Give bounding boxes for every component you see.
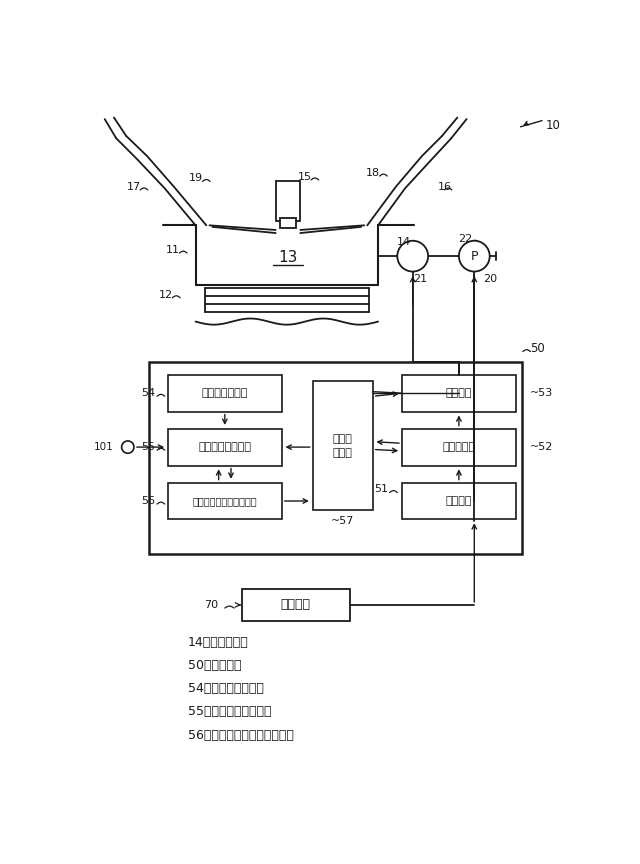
Text: 電源切替部: 電源切替部 (442, 442, 476, 452)
Text: 13: 13 (278, 251, 298, 265)
Text: 駆動回路: 駆動回路 (445, 388, 472, 398)
Text: 22: 22 (458, 234, 472, 245)
Bar (242, 588, 349, 621)
Text: 19: 19 (189, 174, 203, 183)
Text: ~53: ~53 (530, 388, 553, 398)
Text: 56: 56 (141, 496, 156, 506)
Text: ~57: ~57 (331, 516, 355, 526)
Text: 17: 17 (127, 181, 141, 192)
Text: 18: 18 (365, 168, 380, 178)
Text: 70: 70 (205, 600, 219, 610)
Circle shape (459, 241, 490, 271)
Text: 到達時間取得部: 到達時間取得部 (202, 388, 248, 398)
Circle shape (397, 241, 428, 271)
Text: 101: 101 (94, 442, 114, 452)
Text: 昇圧回路: 昇圧回路 (445, 496, 472, 506)
Text: ピーク電流指示値算出部: ピーク電流指示値算出部 (193, 496, 257, 506)
Text: 21: 21 (413, 274, 428, 284)
Bar (168, 482, 282, 519)
Text: 12: 12 (159, 289, 173, 300)
Text: ~52: ~52 (530, 442, 553, 452)
Text: 20: 20 (483, 274, 497, 284)
Text: 10: 10 (546, 118, 561, 131)
Text: 16: 16 (437, 181, 451, 192)
Text: 50: 50 (531, 342, 545, 355)
Text: 噴射弁
制御部: 噴射弁 制御部 (333, 434, 353, 458)
Text: 電流補正値算出部: 電流補正値算出部 (198, 442, 252, 452)
Text: 54: 54 (141, 388, 156, 398)
Text: 14：筒内噴射弁: 14：筒内噴射弁 (188, 636, 248, 649)
Text: P: P (470, 250, 478, 263)
Text: 14: 14 (396, 238, 410, 247)
Text: 11: 11 (166, 245, 179, 255)
Text: 55: 55 (141, 442, 156, 452)
Bar (168, 429, 282, 466)
Text: 55：電流補正値算出部: 55：電流補正値算出部 (188, 706, 271, 719)
Bar (402, 482, 516, 519)
Text: バッテリ: バッテリ (281, 599, 310, 612)
Bar (280, 218, 296, 228)
Text: 54：到達時間取得部: 54：到達時間取得部 (188, 683, 264, 696)
Text: 56：ピーク電流指示値算出部: 56：ピーク電流指示値算出部 (188, 728, 294, 741)
Bar (402, 429, 516, 466)
Bar (276, 181, 300, 220)
Text: 15: 15 (298, 172, 312, 181)
Bar (402, 375, 516, 411)
Bar (149, 362, 522, 554)
Bar (312, 381, 372, 511)
Text: 50：制御装置: 50：制御装置 (188, 659, 241, 672)
Text: 51: 51 (374, 485, 388, 494)
Bar (168, 375, 282, 411)
